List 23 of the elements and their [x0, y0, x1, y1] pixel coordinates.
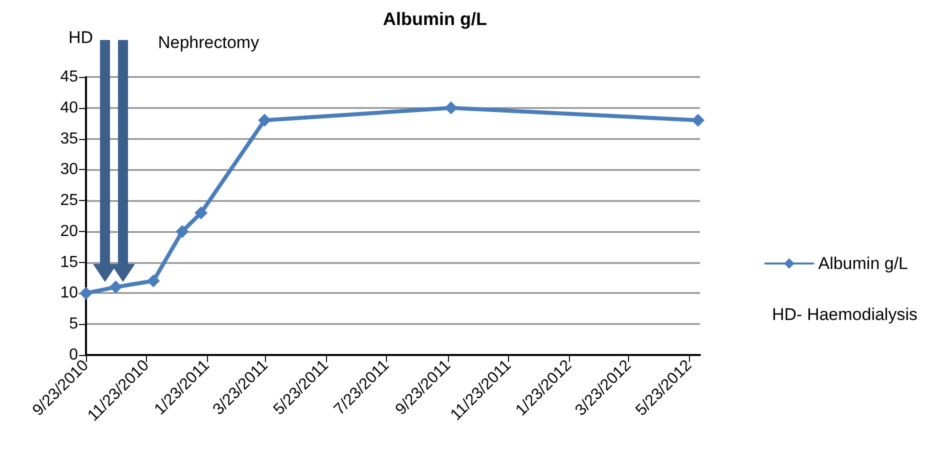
y-tick-label: 5	[69, 316, 78, 333]
y-tick-label: 30	[60, 161, 78, 178]
point	[176, 224, 189, 238]
y-tick-label: 40	[60, 99, 78, 116]
y-tick-label: 25	[60, 192, 78, 210]
text: HD	[68, 28, 93, 48]
y-tick-label: 20	[60, 222, 78, 240]
point	[80, 286, 92, 300]
y-tick-label: 10	[60, 284, 78, 302]
text: HD- Haemodialysis	[772, 305, 918, 325]
legend-label: Albumin g/L	[818, 254, 908, 273]
y-tick-label: 15	[60, 254, 78, 271]
point	[692, 114, 705, 127]
point	[444, 101, 458, 114]
point	[109, 280, 122, 294]
point	[258, 114, 272, 127]
point	[194, 206, 208, 220]
point	[146, 274, 160, 288]
chart-title: Albumin g/L	[383, 9, 487, 29]
y-tick-label: 35	[60, 130, 78, 148]
y-tick-label: 45	[60, 68, 78, 86]
y-tick-label: 0	[69, 346, 78, 364]
text: Nephrectomy	[158, 33, 260, 53]
